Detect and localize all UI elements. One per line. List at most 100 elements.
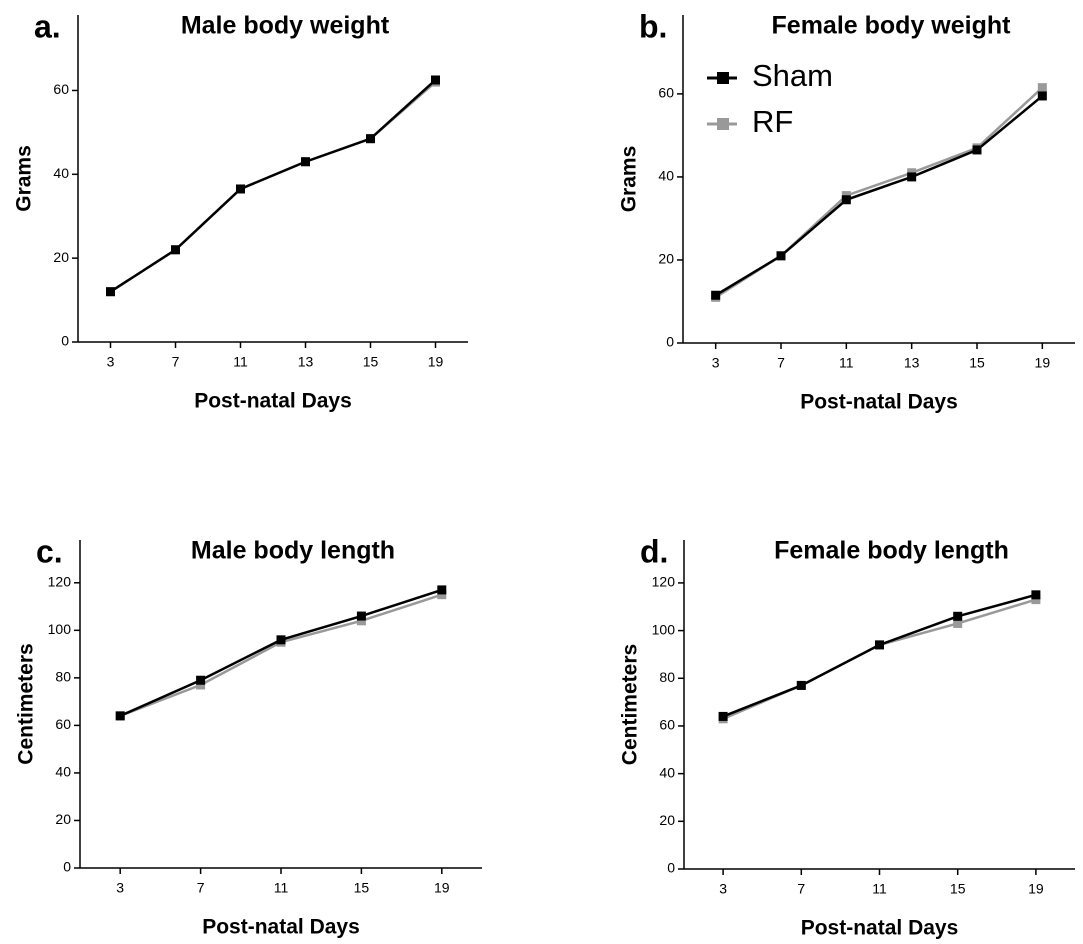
x-tick-label: 19	[428, 354, 444, 370]
y-tick-label: 100	[48, 621, 72, 637]
y-tick-label: 40	[55, 764, 71, 780]
marker	[776, 251, 786, 261]
y-tick-label: 80	[55, 669, 71, 685]
series-line	[722, 598, 1037, 720]
x-axis-label: Post-natal Days	[801, 917, 959, 940]
marker	[1037, 83, 1047, 93]
x-tick-label: 11	[274, 880, 289, 896]
y-tick-label: 20	[659, 812, 675, 828]
y-axis-label: Grams	[618, 146, 641, 213]
y-tick-label: 20	[658, 251, 674, 267]
x-tick-label: 19	[1028, 881, 1044, 897]
panel-label: a.	[34, 8, 61, 44]
x-tick-label: 15	[969, 355, 985, 371]
marker	[718, 711, 728, 721]
x-tick-label: 3	[116, 880, 124, 896]
marker	[841, 195, 851, 205]
x-tick-label: 3	[712, 355, 720, 371]
x-tick-label: 7	[777, 355, 785, 371]
marker	[875, 640, 884, 650]
y-axis-label: Centimeters	[15, 643, 38, 764]
series-line	[715, 94, 1044, 297]
x-tick-label: 19	[1035, 355, 1051, 371]
series-line	[109, 79, 437, 293]
marker	[106, 287, 115, 297]
marker	[276, 635, 286, 645]
y-tick-label: 40	[659, 764, 675, 780]
chart-title: Female body length	[774, 537, 1009, 565]
x-tick-label: 3	[107, 354, 115, 370]
x-axis-label: Post-natal Days	[800, 391, 958, 414]
x-tick-label: 7	[797, 881, 805, 897]
marker	[1031, 595, 1041, 605]
y-tick-label: 0	[63, 859, 71, 875]
marker	[1031, 590, 1041, 600]
panel-label: c.	[36, 533, 63, 569]
panel: 0 20 40 60 80 100 120 3 7 11 15 19 Male body length c…	[15, 533, 482, 939]
x-tick-label: 3	[719, 881, 727, 897]
y-tick-label: 120	[652, 574, 676, 590]
marker	[196, 680, 206, 690]
y-tick-label: 20	[55, 811, 71, 827]
y-tick-label: 100	[652, 621, 676, 637]
marker	[301, 157, 310, 167]
y-tick-label: 0	[666, 334, 674, 350]
marker	[437, 590, 447, 600]
y-axis-label: Grams	[13, 145, 36, 212]
x-tick-label: 19	[434, 880, 450, 896]
y-tick-label: 80	[659, 669, 675, 685]
marker	[796, 680, 806, 690]
y-tick-label: 60	[658, 85, 674, 101]
y-tick-label: 40	[53, 165, 69, 181]
y-tick-label: 0	[667, 860, 675, 876]
panel: 0 20 40 60 80 100 120 3 7 11 15 19 Female body lengt…	[619, 533, 1075, 940]
y-tick-label: 120	[48, 573, 72, 589]
marker	[711, 290, 721, 300]
y-tick-label: 20	[53, 249, 69, 265]
legend-label: Sham	[752, 58, 833, 93]
chart-title: Male body weight	[181, 12, 390, 40]
marker	[356, 616, 366, 626]
x-tick-label: 13	[904, 355, 920, 371]
x-tick-label: 7	[197, 880, 205, 896]
panel-label: b.	[639, 8, 667, 44]
marker	[236, 184, 245, 194]
x-tick-label: 13	[298, 354, 314, 370]
panel: 0 20 40 60 3 7 11 13 15 19 Female body weight b. Pos…	[618, 8, 1075, 414]
marker	[907, 172, 917, 182]
legend-label: RF	[752, 104, 793, 139]
x-axis-label: Post-natal Days	[202, 916, 360, 939]
marker	[196, 675, 206, 685]
series-line	[119, 593, 443, 718]
y-tick-label: 60	[53, 81, 69, 97]
legend-marker	[717, 118, 729, 130]
marker	[953, 618, 963, 628]
y-tick-label: 40	[658, 168, 674, 184]
marker	[437, 585, 447, 595]
marker	[356, 611, 366, 621]
marker	[972, 145, 982, 155]
marker	[953, 611, 963, 621]
chart-title: Male body length	[191, 537, 395, 565]
marker	[431, 75, 440, 85]
x-axis-label: Post-natal Days	[194, 390, 352, 413]
legend-marker	[717, 72, 729, 84]
x-tick-label: 15	[354, 880, 370, 896]
chart-title: Female body weight	[772, 12, 1012, 40]
marker	[171, 245, 180, 255]
x-tick-label: 11	[872, 881, 887, 897]
x-tick-label: 11	[839, 355, 854, 371]
panel-label: d.	[640, 533, 668, 569]
marker	[366, 134, 375, 144]
x-tick-label: 15	[363, 354, 379, 370]
marker	[1037, 91, 1047, 101]
x-tick-label: 7	[172, 354, 180, 370]
panel: 0 20 40 60 3 7 11 13 15 19 Male body weight a. Post-…	[13, 8, 468, 413]
x-tick-label: 15	[950, 881, 966, 897]
y-axis-label: Centimeters	[619, 644, 642, 765]
x-tick-label: 11	[233, 354, 248, 370]
marker	[115, 711, 125, 721]
y-tick-label: 60	[55, 716, 71, 732]
